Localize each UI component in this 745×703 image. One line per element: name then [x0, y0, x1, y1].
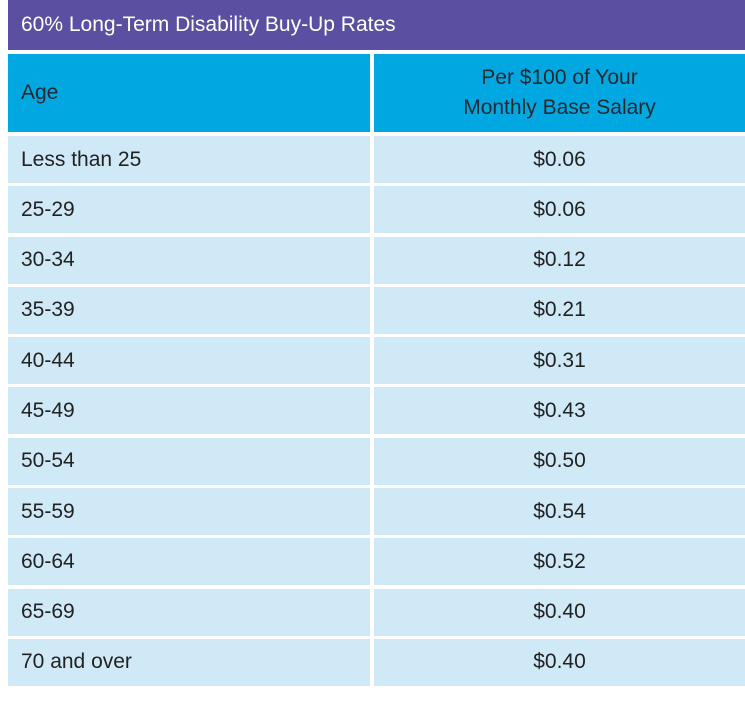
row-rate: $0.54: [374, 488, 745, 536]
row-age: Less than 25: [8, 136, 370, 183]
row-age: 35-39: [8, 286, 370, 334]
row-age: 30-34: [8, 236, 370, 284]
row-rate: $0.31: [374, 337, 745, 385]
row-rate: $0.12: [374, 236, 745, 284]
table-grid: Age Per $100 of Your Monthly Base Salary…: [8, 54, 745, 689]
table-title: 60% Long-Term Disability Buy-Up Rates: [8, 0, 745, 50]
row-age: 65-69: [8, 588, 370, 636]
row-rate: $0.21: [374, 286, 745, 334]
rates-table: 60% Long-Term Disability Buy-Up Rates Ag…: [8, 0, 745, 689]
row-age: 50-54: [8, 437, 370, 485]
row-rate: $0.50: [374, 437, 745, 485]
row-age: 55-59: [8, 488, 370, 536]
header-rate: Per $100 of Your Monthly Base Salary: [374, 54, 745, 132]
row-age: 45-49: [8, 387, 370, 435]
row-rate: $0.52: [374, 538, 745, 586]
row-age: 60-64: [8, 538, 370, 586]
header-age: Age: [8, 54, 370, 132]
row-age: 70 and over: [8, 638, 370, 686]
header-rate-line2: Monthly Base Salary: [463, 96, 656, 119]
row-age: 40-44: [8, 337, 370, 385]
row-rate: $0.06: [374, 136, 745, 183]
row-rate: $0.06: [374, 186, 745, 234]
header-rate-line1: Per $100 of Your: [481, 66, 638, 89]
row-age: 25-29: [8, 186, 370, 234]
row-rate: $0.43: [374, 387, 745, 435]
row-rate: $0.40: [374, 638, 745, 686]
row-rate: $0.40: [374, 588, 745, 636]
